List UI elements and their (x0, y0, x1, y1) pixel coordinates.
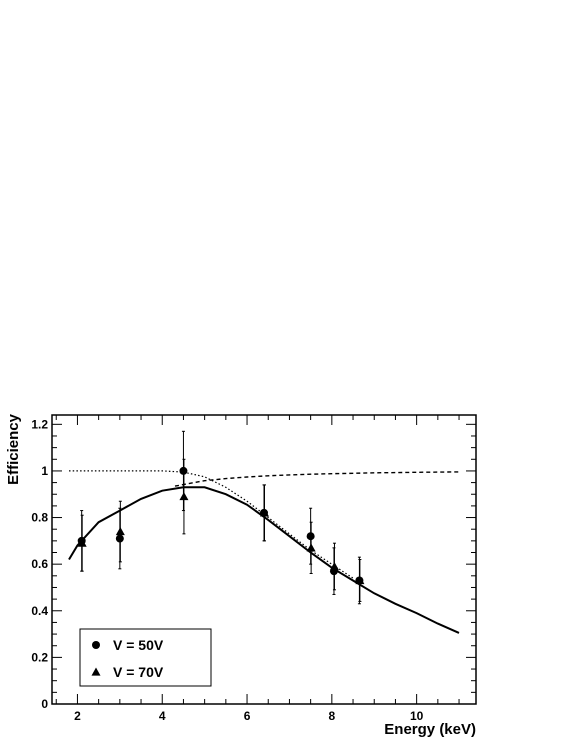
legend-marker (92, 641, 100, 649)
x-tick-label: 6 (244, 709, 251, 723)
x-tick-label: 4 (159, 709, 166, 723)
y-tick-label: 0.8 (31, 511, 48, 525)
y-tick-label: 0.2 (31, 650, 48, 664)
legend-box (79, 628, 212, 687)
x-tick-label: 2 (74, 709, 81, 723)
legend-label: V = 70V (113, 664, 164, 680)
x-axis-label: Energy (keV) (384, 721, 476, 738)
legend: V = 50V V = 70V (79, 628, 212, 687)
data-point-70v (306, 543, 316, 552)
curve-dashed (174, 471, 460, 487)
data-point-70v (260, 508, 269, 517)
y-axis-label: Efficiency (5, 413, 22, 485)
axes: 2 4 6 8 10 0 0.2 0.4 0.6 0.8 1 1.2 (31, 414, 477, 723)
y-tick-label: 1.2 (31, 417, 48, 431)
data-point-70v (179, 492, 189, 501)
legend-marker (91, 667, 101, 676)
y-tick-label: 1 (41, 464, 48, 478)
data-point-70v (77, 538, 87, 547)
plot-frame (51, 414, 477, 705)
data-point-70v (115, 527, 125, 536)
x-tick-label: 8 (328, 709, 335, 723)
y-tick-label: 0 (41, 697, 48, 711)
x-tick-label: 10 (410, 709, 424, 723)
legend-label: V = 50V (113, 637, 164, 653)
plot-area (68, 430, 460, 634)
data-point-70v (355, 575, 365, 585)
curve-solid (68, 486, 460, 634)
y-tick-label: 0.6 (31, 557, 48, 571)
y-tick-label: 0.4 (31, 604, 48, 618)
data-point-70v (329, 561, 339, 571)
